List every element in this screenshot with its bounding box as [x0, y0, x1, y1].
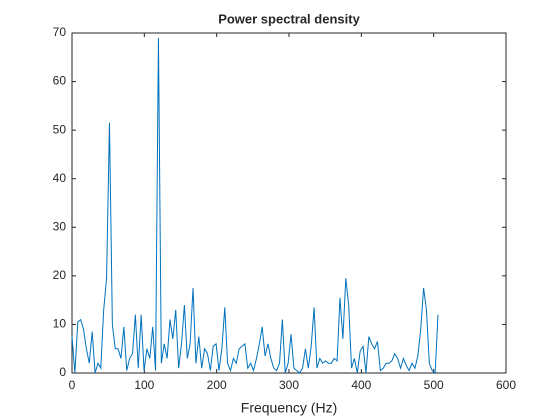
plot-area: [71, 32, 507, 374]
x-tick-label: 500: [424, 378, 444, 392]
y-tick-label: 10: [53, 317, 67, 331]
x-tick-label: 200: [207, 378, 227, 392]
x-tick-label: 300: [279, 378, 299, 392]
x-tick-label: 600: [496, 378, 516, 392]
series-line: [71, 37, 439, 375]
chart-title: Power spectral density: [218, 11, 360, 26]
y-tick-label: 30: [53, 219, 67, 233]
y-tick-label: 50: [53, 122, 67, 136]
x-tick-label: 0: [69, 378, 76, 392]
x-tick-label: 100: [134, 378, 154, 392]
y-tick-label: 40: [53, 171, 67, 185]
y-tick-label: 0: [59, 365, 66, 379]
y-tick-label: 60: [53, 74, 67, 88]
y-tick-label: 70: [53, 25, 67, 39]
x-axis-label: Frequency (Hz): [241, 400, 337, 416]
x-tick-label: 400: [351, 378, 371, 392]
y-tick-label: 20: [53, 268, 67, 282]
